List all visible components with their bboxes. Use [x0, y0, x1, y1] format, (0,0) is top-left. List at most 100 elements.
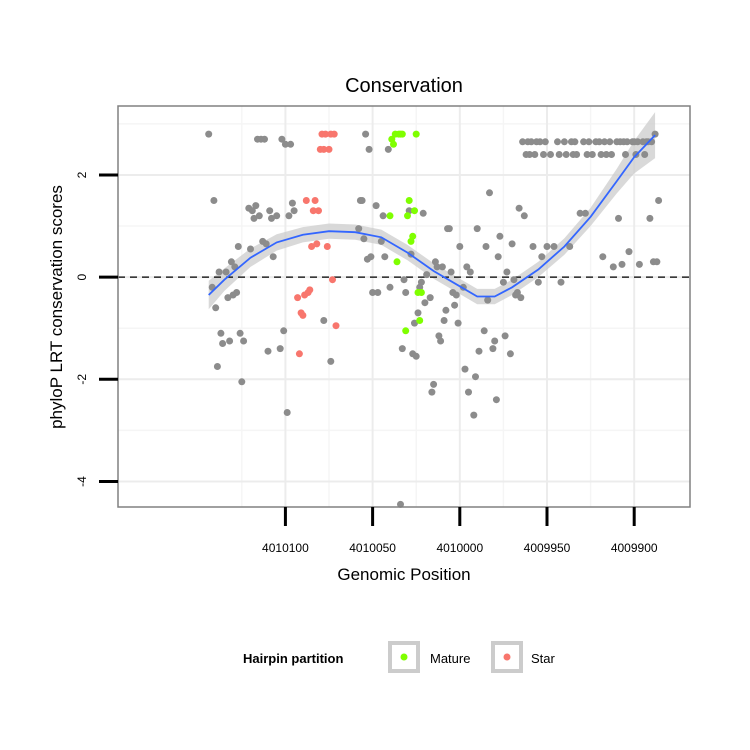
- data-point-other: [608, 151, 615, 158]
- data-point-other: [276, 345, 284, 353]
- data-point-other: [248, 207, 256, 215]
- data-point-other: [210, 197, 218, 204]
- data-point-other: [360, 235, 368, 243]
- data-point-other: [327, 357, 335, 365]
- data-point-other: [374, 289, 382, 296]
- data-point-mature: [398, 130, 406, 138]
- data-point-other: [531, 151, 539, 158]
- data-point-other: [433, 263, 441, 271]
- data-point-other: [482, 243, 490, 250]
- data-point-other: [358, 197, 366, 204]
- data-point-other: [641, 151, 649, 158]
- data-point-other: [540, 151, 547, 158]
- data-point-other: [625, 248, 633, 256]
- y-tick-label: -4: [75, 476, 89, 487]
- data-point-other: [238, 378, 246, 386]
- data-point-other: [601, 138, 608, 146]
- plot-border: [117, 105, 691, 508]
- data-point-other: [538, 253, 546, 261]
- data-point-other: [252, 202, 260, 210]
- data-point-other: [557, 278, 565, 286]
- data-point-other: [492, 396, 500, 404]
- data-point-star: [311, 197, 319, 204]
- data-point-star: [322, 130, 329, 138]
- data-point-other: [421, 299, 429, 307]
- data-point-other: [491, 337, 499, 345]
- data-point-other: [447, 268, 455, 276]
- data-point-other: [362, 130, 370, 138]
- data-point-other: [527, 138, 535, 146]
- x-tick-label: 4009950: [524, 541, 571, 555]
- data-point-star: [329, 276, 336, 284]
- data-point-other: [499, 278, 507, 286]
- data-point-other: [489, 345, 497, 353]
- data-point-other: [226, 337, 234, 345]
- data-point-other: [233, 289, 241, 296]
- y-axis-label: phyloP LRT conservation scores: [47, 185, 66, 429]
- data-point-other: [430, 380, 438, 388]
- data-point-other: [646, 214, 654, 222]
- data-point-other: [555, 151, 563, 158]
- data-point-mature: [393, 258, 401, 266]
- data-point-other: [562, 151, 570, 158]
- data-point-other: [517, 294, 525, 302]
- data-point-other: [442, 306, 450, 314]
- data-point-other: [445, 225, 453, 233]
- legend-key-mature: [388, 641, 420, 673]
- data-point-other: [554, 138, 561, 146]
- data-point-other: [287, 140, 295, 148]
- legend-marker-mature: [400, 653, 408, 661]
- data-point-other: [268, 214, 275, 222]
- data-point-other: [240, 337, 248, 345]
- x-tick-label: 4010000: [436, 541, 483, 555]
- data-point-other: [534, 278, 542, 286]
- data-point-other: [419, 209, 427, 217]
- data-point-other: [560, 138, 568, 146]
- data-point-other: [602, 151, 610, 158]
- data-point-star: [306, 286, 314, 294]
- data-point-other: [581, 209, 589, 217]
- data-point-mature: [411, 207, 418, 215]
- data-point-other: [205, 130, 213, 138]
- data-point-other: [440, 317, 448, 324]
- data-point-other: [513, 289, 521, 296]
- data-point-other: [437, 337, 445, 345]
- data-point-star: [308, 243, 316, 250]
- data-point-other: [529, 243, 537, 250]
- data-point-other: [588, 151, 596, 158]
- data-point-other: [484, 296, 492, 304]
- data-point-other: [595, 138, 603, 146]
- data-point-star: [302, 197, 310, 204]
- data-point-other: [475, 347, 483, 355]
- data-point-other: [261, 135, 268, 143]
- data-point-other: [566, 243, 574, 250]
- data-point-other: [585, 138, 593, 146]
- data-point-other: [283, 409, 291, 416]
- data-point-other: [438, 263, 446, 271]
- plot-panel: [117, 105, 691, 508]
- data-point-other: [470, 411, 478, 419]
- data-point-other: [583, 151, 591, 158]
- data-point-other: [273, 212, 281, 220]
- data-point-other: [503, 268, 511, 276]
- data-point-other: [264, 347, 272, 355]
- data-point-other: [288, 199, 296, 207]
- data-point-other: [452, 291, 460, 299]
- chart-title: Conservation: [345, 75, 463, 97]
- data-point-other: [236, 329, 244, 337]
- data-point-mature: [404, 212, 411, 220]
- data-point-other: [290, 207, 298, 215]
- data-point-other: [411, 319, 418, 327]
- data-point-other: [213, 363, 221, 370]
- data-point-other: [623, 138, 631, 146]
- data-point-other: [234, 243, 242, 250]
- data-point-other: [526, 151, 534, 158]
- data-point-star: [332, 322, 340, 330]
- data-point-other: [278, 135, 286, 143]
- legend-marker-star: [503, 653, 511, 661]
- data-point-other: [486, 189, 493, 197]
- data-point-other: [653, 258, 661, 266]
- data-point-star: [320, 145, 328, 153]
- data-point-other: [372, 202, 380, 210]
